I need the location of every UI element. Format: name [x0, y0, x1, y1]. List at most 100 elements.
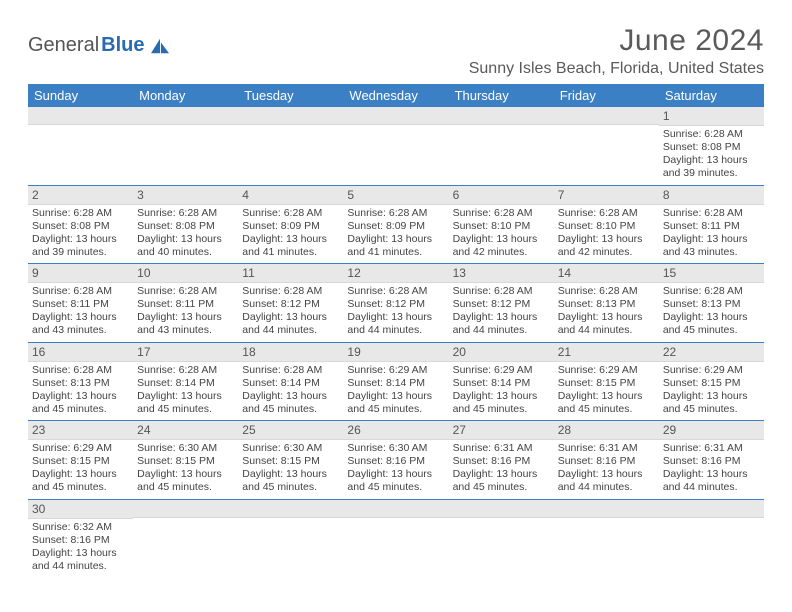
sunset-text: Sunset: 8:14 PM: [137, 377, 234, 390]
calendar-cell: 16Sunrise: 6:28 AMSunset: 8:13 PMDayligh…: [28, 342, 133, 421]
day-number: [659, 500, 764, 518]
calendar-table: Sunday Monday Tuesday Wednesday Thursday…: [28, 84, 764, 577]
day-number: 27: [449, 421, 554, 440]
day-number: 26: [343, 421, 448, 440]
day-number: 21: [554, 343, 659, 362]
calendar-row: 1Sunrise: 6:28 AMSunset: 8:08 PMDaylight…: [28, 107, 764, 185]
sunset-text: Sunset: 8:11 PM: [137, 298, 234, 311]
sunset-text: Sunset: 8:16 PM: [663, 455, 760, 468]
sunset-text: Sunset: 8:09 PM: [242, 220, 339, 233]
daylight-text: Daylight: 13 hours and 39 minutes.: [663, 154, 760, 180]
day-details: Sunrise: 6:28 AMSunset: 8:14 PMDaylight:…: [238, 362, 343, 421]
day-number: 13: [449, 264, 554, 283]
daylight-text: Daylight: 13 hours and 41 minutes.: [242, 233, 339, 259]
day-header: Tuesday: [238, 84, 343, 107]
calendar-cell: 3Sunrise: 6:28 AMSunset: 8:08 PMDaylight…: [133, 185, 238, 264]
daylight-text: Daylight: 13 hours and 44 minutes.: [32, 547, 129, 573]
calendar-row: 30Sunrise: 6:32 AMSunset: 8:16 PMDayligh…: [28, 499, 764, 577]
logo-text-blue: Blue: [101, 34, 144, 57]
sunrise-text: Sunrise: 6:28 AM: [32, 207, 129, 220]
sunset-text: Sunset: 8:16 PM: [453, 455, 550, 468]
calendar-cell: 2Sunrise: 6:28 AMSunset: 8:08 PMDaylight…: [28, 185, 133, 264]
sunrise-text: Sunrise: 6:29 AM: [453, 364, 550, 377]
daylight-text: Daylight: 13 hours and 39 minutes.: [32, 233, 129, 259]
day-number: [343, 500, 448, 518]
sunset-text: Sunset: 8:14 PM: [453, 377, 550, 390]
calendar-cell: [133, 107, 238, 185]
day-details: Sunrise: 6:31 AMSunset: 8:16 PMDaylight:…: [554, 440, 659, 499]
calendar-cell: 8Sunrise: 6:28 AMSunset: 8:11 PMDaylight…: [659, 185, 764, 264]
sunrise-text: Sunrise: 6:29 AM: [347, 364, 444, 377]
calendar-cell: 15Sunrise: 6:28 AMSunset: 8:13 PMDayligh…: [659, 264, 764, 343]
day-number: 10: [133, 264, 238, 283]
day-number: [449, 500, 554, 518]
sunset-text: Sunset: 8:16 PM: [32, 534, 129, 547]
calendar-cell: 30Sunrise: 6:32 AMSunset: 8:16 PMDayligh…: [28, 499, 133, 577]
calendar-cell: 4Sunrise: 6:28 AMSunset: 8:09 PMDaylight…: [238, 185, 343, 264]
calendar-cell: 6Sunrise: 6:28 AMSunset: 8:10 PMDaylight…: [449, 185, 554, 264]
daylight-text: Daylight: 13 hours and 45 minutes.: [558, 390, 655, 416]
daylight-text: Daylight: 13 hours and 44 minutes.: [453, 311, 550, 337]
day-number: 29: [659, 421, 764, 440]
sunrise-text: Sunrise: 6:28 AM: [347, 207, 444, 220]
sunrise-text: Sunrise: 6:28 AM: [137, 285, 234, 298]
location-text: Sunny Isles Beach, Florida, United State…: [469, 60, 764, 78]
day-number: 2: [28, 186, 133, 205]
daylight-text: Daylight: 13 hours and 45 minutes.: [453, 468, 550, 494]
sunrise-text: Sunrise: 6:31 AM: [663, 442, 760, 455]
calendar-cell: 11Sunrise: 6:28 AMSunset: 8:12 PMDayligh…: [238, 264, 343, 343]
sunrise-text: Sunrise: 6:28 AM: [137, 364, 234, 377]
sunset-text: Sunset: 8:12 PM: [347, 298, 444, 311]
sunrise-text: Sunrise: 6:30 AM: [347, 442, 444, 455]
day-number: 30: [28, 500, 133, 519]
day-number: 11: [238, 264, 343, 283]
sunrise-text: Sunrise: 6:28 AM: [663, 128, 760, 141]
sunset-text: Sunset: 8:08 PM: [663, 141, 760, 154]
daylight-text: Daylight: 13 hours and 42 minutes.: [558, 233, 655, 259]
day-details: Sunrise: 6:31 AMSunset: 8:16 PMDaylight:…: [659, 440, 764, 499]
day-number: [28, 107, 133, 125]
day-details: Sunrise: 6:28 AMSunset: 8:13 PMDaylight:…: [28, 362, 133, 421]
sunrise-text: Sunrise: 6:28 AM: [558, 285, 655, 298]
calendar-cell: 18Sunrise: 6:28 AMSunset: 8:14 PMDayligh…: [238, 342, 343, 421]
daylight-text: Daylight: 13 hours and 44 minutes.: [242, 311, 339, 337]
day-details: Sunrise: 6:30 AMSunset: 8:15 PMDaylight:…: [238, 440, 343, 499]
day-details: Sunrise: 6:28 AMSunset: 8:14 PMDaylight:…: [133, 362, 238, 421]
sunset-text: Sunset: 8:13 PM: [32, 377, 129, 390]
sunrise-text: Sunrise: 6:28 AM: [32, 285, 129, 298]
day-details: Sunrise: 6:28 AMSunset: 8:09 PMDaylight:…: [343, 205, 448, 264]
day-number: [449, 107, 554, 125]
day-number: 4: [238, 186, 343, 205]
daylight-text: Daylight: 13 hours and 45 minutes.: [453, 390, 550, 416]
day-number: 28: [554, 421, 659, 440]
daylight-text: Daylight: 13 hours and 45 minutes.: [242, 468, 339, 494]
daylight-text: Daylight: 13 hours and 45 minutes.: [242, 390, 339, 416]
day-number: 14: [554, 264, 659, 283]
sunset-text: Sunset: 8:13 PM: [558, 298, 655, 311]
calendar-cell: [343, 107, 448, 185]
day-number: 8: [659, 186, 764, 205]
sunset-text: Sunset: 8:15 PM: [32, 455, 129, 468]
sunset-text: Sunset: 8:14 PM: [242, 377, 339, 390]
sunset-text: Sunset: 8:10 PM: [453, 220, 550, 233]
daylight-text: Daylight: 13 hours and 44 minutes.: [347, 311, 444, 337]
day-details: Sunrise: 6:29 AMSunset: 8:14 PMDaylight:…: [449, 362, 554, 421]
sunrise-text: Sunrise: 6:30 AM: [242, 442, 339, 455]
sunrise-text: Sunrise: 6:28 AM: [137, 207, 234, 220]
sunset-text: Sunset: 8:11 PM: [32, 298, 129, 311]
sunset-text: Sunset: 8:10 PM: [558, 220, 655, 233]
daylight-text: Daylight: 13 hours and 44 minutes.: [558, 468, 655, 494]
calendar-cell: [238, 107, 343, 185]
day-details: Sunrise: 6:28 AMSunset: 8:12 PMDaylight:…: [449, 283, 554, 342]
calendar-cell: 17Sunrise: 6:28 AMSunset: 8:14 PMDayligh…: [133, 342, 238, 421]
day-details: Sunrise: 6:28 AMSunset: 8:08 PMDaylight:…: [659, 126, 764, 185]
calendar-cell: 19Sunrise: 6:29 AMSunset: 8:14 PMDayligh…: [343, 342, 448, 421]
daylight-text: Daylight: 13 hours and 43 minutes.: [32, 311, 129, 337]
daylight-text: Daylight: 13 hours and 45 minutes.: [137, 390, 234, 416]
calendar-cell: 26Sunrise: 6:30 AMSunset: 8:16 PMDayligh…: [343, 421, 448, 500]
sunrise-text: Sunrise: 6:29 AM: [32, 442, 129, 455]
day-header: Saturday: [659, 84, 764, 107]
daylight-text: Daylight: 13 hours and 45 minutes.: [32, 390, 129, 416]
day-details: Sunrise: 6:29 AMSunset: 8:15 PMDaylight:…: [554, 362, 659, 421]
day-details: Sunrise: 6:30 AMSunset: 8:16 PMDaylight:…: [343, 440, 448, 499]
